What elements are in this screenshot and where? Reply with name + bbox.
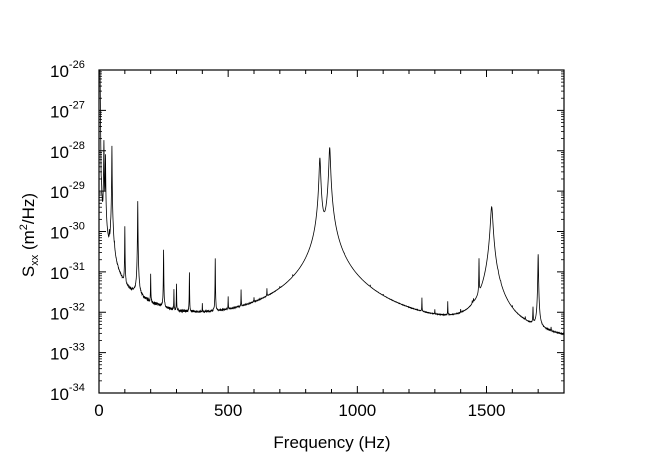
x-tick-label: 500 xyxy=(214,401,242,420)
y-tick-label: 10-29 xyxy=(50,180,85,202)
axis-ticks xyxy=(98,69,565,394)
y-tick-labels: 10-26 10-27 10-28 10-29 10-30 10-31 10-32 10-33… xyxy=(50,59,85,404)
y-tick-label: 10-26 xyxy=(50,59,85,81)
y-tick-label: 10-30 xyxy=(50,221,85,243)
y-tick-label: 10-28 xyxy=(50,140,85,162)
y-tick-label: 10-33 xyxy=(50,342,85,364)
plot-frame xyxy=(98,69,565,394)
x-tick-label: 1500 xyxy=(468,401,506,420)
x-axis-label: Frequency (Hz) xyxy=(273,433,390,452)
y-axis-label: Sxx (m2/Hz) xyxy=(18,193,41,277)
spectrum-line xyxy=(99,69,565,336)
y-tick-label: 10-27 xyxy=(50,99,85,121)
x-tick-labels: 0 500 1000 1500 xyxy=(94,401,505,420)
x-tick-label: 1000 xyxy=(338,401,376,420)
y-tick-label: 10-31 xyxy=(50,261,85,283)
x-tick-label: 0 xyxy=(94,401,103,420)
y-tick-label: 10-34 xyxy=(50,382,85,404)
y-tick-label: 10-32 xyxy=(50,301,85,323)
